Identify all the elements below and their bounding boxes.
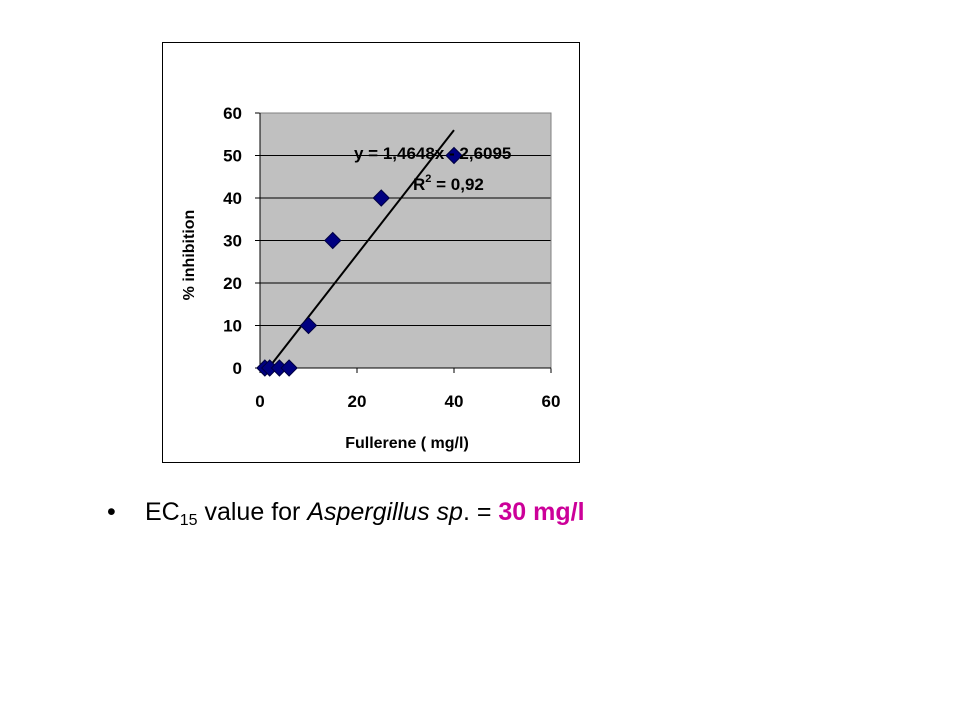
trendline <box>267 129 455 369</box>
y-tick-label: 20 <box>223 274 242 293</box>
x-tick-label: 40 <box>445 392 464 411</box>
r-squared-exponent: 2 <box>425 173 431 185</box>
y-tick-label: 60 <box>223 104 242 123</box>
y-axis-title: % inhibition <box>181 210 198 301</box>
y-tick-label: 10 <box>223 317 242 336</box>
value-for-text: value for <box>197 498 308 526</box>
data-point-5 <box>299 316 318 335</box>
bullet-icon: • <box>107 498 116 526</box>
tick-labels: 0 10 20 30 40 50 60 0 20 40 60 <box>223 104 560 411</box>
y-tick-label: 50 <box>223 147 242 166</box>
y-tick-label: 40 <box>223 189 242 208</box>
trendline-equation: y = 1,4648x - 2,6095 <box>354 144 511 163</box>
r-squared-label: R2 = 0,92 <box>413 173 484 194</box>
data-point-7 <box>372 189 390 207</box>
organism-name: Aspergillus sp <box>307 498 463 526</box>
x-axis-title: Fullerene ( mg/l) <box>345 435 469 452</box>
y-tick-label: 0 <box>233 359 242 378</box>
r-squared-value: = 0,92 <box>431 175 483 194</box>
data-point-6 <box>324 231 342 250</box>
axes <box>255 112 552 373</box>
x-tick-label: 20 <box>348 392 367 411</box>
x-tick-label: 60 <box>542 392 561 411</box>
data-point-8 <box>445 146 463 165</box>
organism-suffix: . = <box>462 498 499 526</box>
y-tick-label: 30 <box>223 232 242 251</box>
data-point-4 <box>280 359 298 377</box>
r-squared-symbol: R <box>413 175 425 194</box>
chart-frame: 0 10 20 30 40 50 60 0 20 40 60 y = 1,4648x - 2,609… <box>162 42 580 463</box>
ec-label: EC <box>145 498 180 526</box>
ec15-result: 30 mg/l <box>498 498 585 526</box>
ec15-bullet-point: • EC15 value for Aspergillus sp. = 30 mg/… <box>107 498 585 530</box>
ec-subscript: 15 <box>179 512 198 529</box>
data-points <box>256 146 463 377</box>
x-tick-label: 0 <box>255 392 264 411</box>
scatter-chart: 0 10 20 30 40 50 60 0 20 40 60 y = 1,4648x - 2,609… <box>181 104 560 452</box>
trendline-group <box>267 129 455 369</box>
